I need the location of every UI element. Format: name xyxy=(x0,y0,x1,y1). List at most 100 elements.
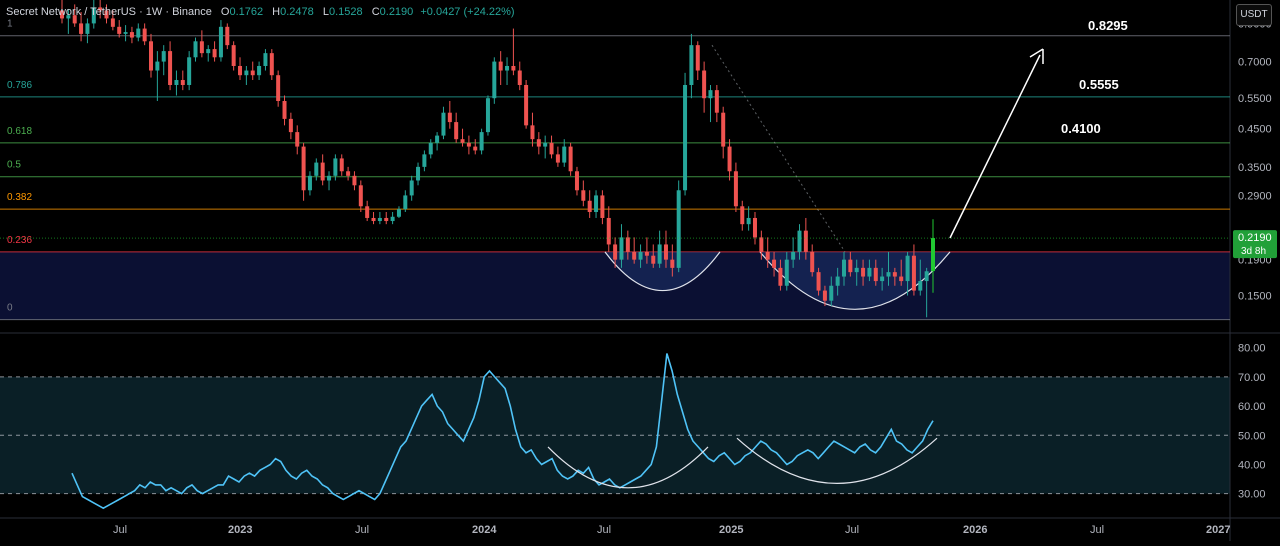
price-axis-tick: 0.4500 xyxy=(1238,124,1272,136)
candle-body xyxy=(390,216,395,222)
candle-body xyxy=(822,290,827,301)
candle-body xyxy=(422,154,427,167)
target-price-annotation: 0.4100 xyxy=(1061,121,1101,136)
candle-body xyxy=(918,281,923,291)
price-axis-tick: 0.5500 xyxy=(1238,93,1272,105)
candle-body xyxy=(555,154,560,163)
candle-body xyxy=(899,276,904,282)
candle-body xyxy=(314,162,319,176)
candle-body xyxy=(295,132,300,147)
candle-body xyxy=(810,251,815,273)
candle-body xyxy=(282,101,287,119)
candle-body xyxy=(587,200,592,213)
candle-body xyxy=(562,146,567,163)
candle-body xyxy=(155,61,160,71)
candle-body xyxy=(911,255,916,291)
candle-body xyxy=(231,45,236,66)
candle-body xyxy=(168,51,173,85)
candle-body xyxy=(142,28,147,42)
candle-body xyxy=(85,23,90,34)
candle-body xyxy=(873,267,878,282)
candle-body xyxy=(772,259,777,268)
candle-body xyxy=(848,259,853,273)
candle-body xyxy=(625,237,630,252)
low-value: 0.1528 xyxy=(328,6,363,18)
open-value: 0.1762 xyxy=(229,6,264,18)
candle-body xyxy=(460,139,465,143)
candle-body xyxy=(66,15,71,19)
currency-unit-button[interactable]: USDT xyxy=(1236,4,1272,26)
rsi-axis-tick: 70.00 xyxy=(1238,372,1266,384)
candle-body xyxy=(657,244,662,264)
time-axis-tick: 2023 xyxy=(228,524,252,536)
change-value: +0.0427 (+24.22%) xyxy=(420,6,515,18)
candle-body xyxy=(536,139,541,147)
fib-level-label: 0.786 xyxy=(7,80,32,91)
candle-body xyxy=(797,230,802,252)
candle-body xyxy=(638,251,643,260)
time-axis-tick: Jul xyxy=(1090,524,1104,536)
chart-header: Secret Network / TetherUS · 1W · Binance… xyxy=(6,6,515,18)
candle-body xyxy=(174,80,179,85)
candle-body xyxy=(403,195,408,210)
rsi-cup-arc xyxy=(547,446,709,489)
open-label: O xyxy=(220,6,230,18)
candle-body xyxy=(524,84,529,126)
price-axis-tick: 0.2900 xyxy=(1238,190,1272,202)
candle-body xyxy=(740,206,745,225)
rsi-axis-tick: 80.00 xyxy=(1238,343,1266,355)
candle-body xyxy=(473,146,478,151)
fib-level-label: 0 xyxy=(7,303,13,314)
candle-body xyxy=(517,70,522,85)
projection-arrowhead xyxy=(1029,48,1044,64)
candle-body xyxy=(416,166,421,181)
candle-body xyxy=(218,26,223,58)
candle-body xyxy=(676,190,681,268)
price-axis-tick: 0.7000 xyxy=(1238,57,1272,69)
close-value: 0.2190 xyxy=(379,6,414,18)
candle-body xyxy=(98,7,103,11)
time-axis-tick: Jul xyxy=(113,524,127,536)
candle-body xyxy=(568,146,573,172)
candle-body xyxy=(861,267,866,277)
time-axis-tick: 2025 xyxy=(719,524,743,536)
candle-body xyxy=(466,142,471,147)
candle-body xyxy=(60,10,64,19)
candle-body xyxy=(841,259,846,277)
candle-body xyxy=(600,195,605,218)
candle-body xyxy=(606,217,611,245)
time-axis-tick: 2024 xyxy=(472,524,497,536)
candle-body xyxy=(759,237,764,252)
candle-body xyxy=(447,112,452,123)
fib-level-label: 0.382 xyxy=(7,192,32,203)
time-axis-tick: Jul xyxy=(355,524,369,536)
rsi-axis-tick: 30.00 xyxy=(1238,489,1266,501)
candle-body xyxy=(435,135,440,143)
candle-body xyxy=(193,41,198,58)
candle-body xyxy=(333,158,338,176)
candle-body xyxy=(454,122,459,140)
candle-body xyxy=(632,251,637,260)
candle-body xyxy=(91,7,96,24)
candle-body xyxy=(543,142,548,147)
target-price-annotation: 0.5555 xyxy=(1079,77,1119,92)
fib-level-label: 1 xyxy=(7,19,13,30)
candle-body xyxy=(892,272,897,277)
price-axis-tick: 0.3500 xyxy=(1238,162,1272,174)
candle-body xyxy=(72,15,77,24)
candle-body xyxy=(644,251,649,256)
candle-body xyxy=(721,112,726,147)
candle-body xyxy=(886,272,891,277)
candle-body xyxy=(746,217,751,225)
candle-body xyxy=(479,132,484,151)
candle-body xyxy=(829,285,834,301)
candle-body xyxy=(803,230,808,252)
candle-body xyxy=(104,10,109,19)
candle-body xyxy=(180,80,185,85)
candle-body xyxy=(225,26,230,46)
candle-body xyxy=(123,32,128,34)
candle-body xyxy=(924,271,929,282)
candle-body xyxy=(867,267,872,277)
candle-body xyxy=(276,75,281,102)
